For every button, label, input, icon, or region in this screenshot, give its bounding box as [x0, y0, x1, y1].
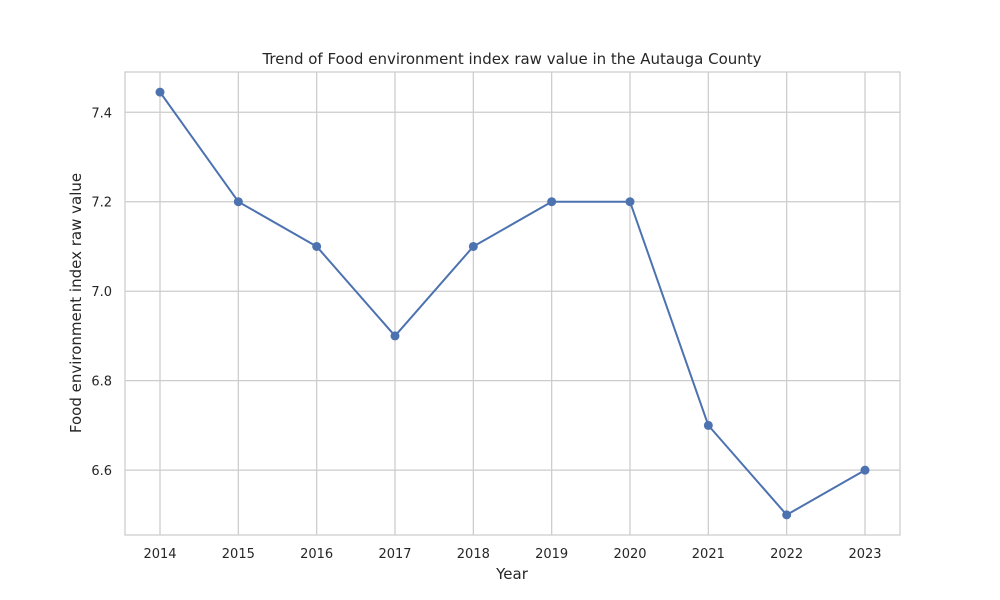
series-line: [159, 91, 866, 516]
y-tick-label: 6.6: [91, 464, 112, 479]
data-point-2020: [625, 197, 635, 207]
y-tick-label: 7.0: [91, 285, 112, 300]
data-point-2015: [233, 197, 243, 207]
data-point-2014: [155, 87, 165, 97]
y-axis-label: Food environment index raw value: [67, 173, 85, 433]
x-tick-label: 2018: [457, 547, 490, 562]
chart-title: Trend of Food environment index raw valu…: [261, 50, 761, 68]
x-tick-label: 2022: [770, 547, 803, 562]
series-layer: [155, 87, 870, 520]
y-tick-label: 6.8: [91, 375, 112, 390]
x-axis-label: Year: [495, 565, 529, 583]
x-tick-label: 2021: [692, 547, 725, 562]
x-tick-label: 2023: [848, 547, 881, 562]
grid: [125, 72, 900, 535]
x-tick-label: 2015: [222, 547, 255, 562]
y-axis-ticks: 6.6 6.8 7.0 7.2 7.4: [91, 106, 112, 479]
x-tick-label: 2019: [535, 547, 568, 562]
x-axis-ticks: 2014 2015 2016 2017 2018 2019 2020 2021 2022 2023: [143, 547, 881, 562]
x-tick-label: 2017: [378, 547, 411, 562]
data-point-2017: [390, 331, 400, 341]
data-point-2022: [782, 510, 792, 520]
data-point-2023: [860, 465, 870, 475]
data-point-2019: [547, 197, 557, 207]
y-tick-label: 7.4: [91, 106, 112, 121]
data-point-2021: [703, 420, 713, 430]
x-tick-label: 2020: [613, 547, 646, 562]
data-point-2018: [468, 241, 478, 251]
x-tick-label: 2016: [300, 547, 333, 562]
x-tick-label: 2014: [143, 547, 176, 562]
plot-frame: [124, 71, 901, 536]
y-tick-label: 7.2: [91, 196, 112, 211]
data-point-2016: [312, 241, 322, 251]
